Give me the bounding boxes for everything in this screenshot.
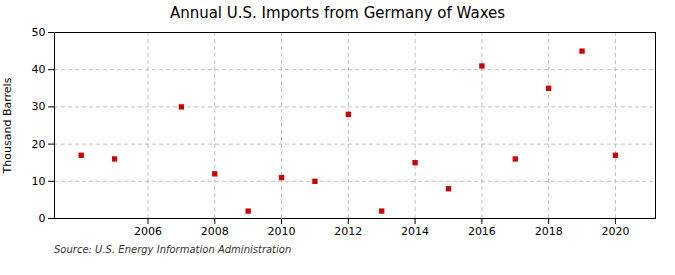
- svg-text:50: 50: [32, 26, 46, 39]
- svg-text:2006: 2006: [134, 225, 162, 238]
- svg-text:Thousand Barrels: Thousand Barrels: [1, 77, 14, 174]
- svg-text:2008: 2008: [201, 225, 229, 238]
- svg-text:2020: 2020: [601, 225, 629, 238]
- svg-text:2010: 2010: [268, 225, 296, 238]
- svg-text:40: 40: [32, 63, 46, 76]
- svg-text:2016: 2016: [468, 225, 496, 238]
- svg-text:10: 10: [32, 175, 46, 188]
- svg-text:20: 20: [32, 138, 46, 151]
- svg-text:0: 0: [39, 212, 46, 225]
- svg-text:30: 30: [32, 100, 46, 113]
- html-text:Source: U.S. Energy Informatio: Source: U.S. Energy Information Administ…: [54, 244, 292, 255]
- svg-text:2012: 2012: [334, 225, 362, 238]
- svg-text:2018: 2018: [535, 225, 563, 238]
- html-text:Annual U.S. Imports from Germa: Annual U.S. Imports from Germany of Waxe…: [169, 4, 506, 22]
- svg-text:2014: 2014: [401, 225, 429, 238]
